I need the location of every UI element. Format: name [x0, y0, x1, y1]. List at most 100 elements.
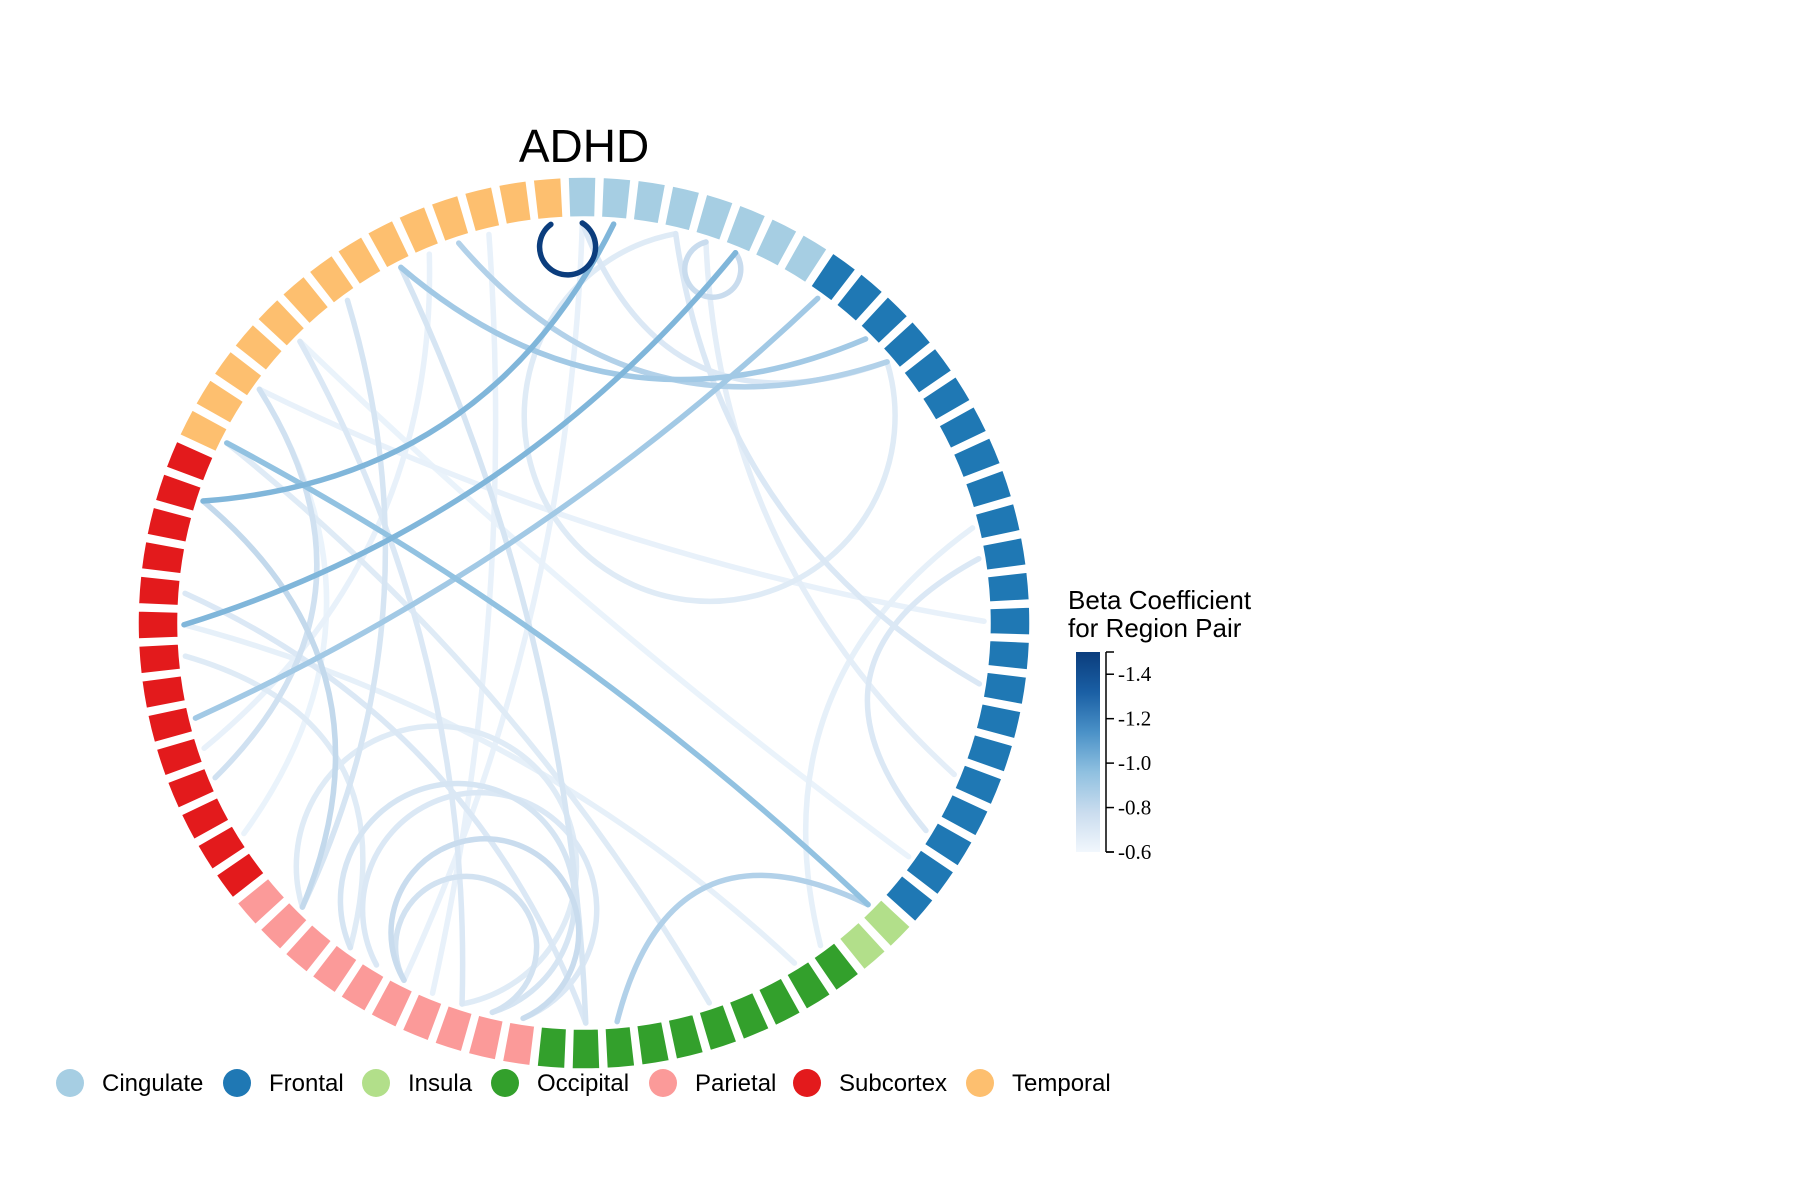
legend-swatch-occipital — [491, 1069, 519, 1097]
legend-swatch-temporal — [966, 1069, 994, 1097]
segment-temporal — [532, 176, 564, 221]
legend-label-parietal: Parietal — [695, 1070, 776, 1097]
connection-chord — [182, 653, 366, 951]
segment-frontal — [986, 639, 1031, 671]
segment-frontal — [952, 436, 1002, 479]
connection-layer — [181, 220, 987, 1026]
segment-cingulate — [600, 176, 632, 221]
segment-cingulate — [782, 233, 829, 284]
segment-subcortex — [155, 737, 204, 777]
segment-parietal — [501, 1021, 536, 1067]
segment-frontal — [904, 848, 956, 896]
segment-occipital — [635, 1020, 671, 1067]
segment-subcortex — [137, 575, 182, 607]
segment-cingulate — [567, 176, 597, 219]
segment-frontal — [981, 536, 1028, 572]
legend-swatch-subcortex — [793, 1069, 821, 1097]
segment-occipital — [785, 960, 832, 1011]
segment-temporal — [336, 235, 383, 286]
connection-chord — [200, 498, 339, 910]
legend-swatch-parietal — [649, 1069, 677, 1097]
connection-chord — [212, 386, 320, 781]
segment-frontal — [988, 606, 1031, 636]
segment-frontal — [939, 793, 990, 838]
segment-frontal — [884, 874, 935, 923]
connection-chord — [200, 221, 617, 504]
segment-occipital — [536, 1025, 568, 1070]
connection-chord — [429, 231, 499, 996]
legend-label-subcortex: Subcortex — [839, 1070, 947, 1097]
segment-subcortex — [165, 440, 215, 483]
segment-temporal — [366, 219, 411, 270]
segment-frontal — [965, 733, 1014, 774]
legend-swatch-insula — [362, 1069, 390, 1097]
segment-occipital — [604, 1025, 636, 1070]
segment-frontal — [986, 571, 1031, 603]
segment-cingulate — [754, 217, 799, 268]
segment-parietal — [339, 962, 386, 1013]
connection-chord — [297, 338, 912, 860]
legend-label-temporal: Temporal — [1012, 1070, 1111, 1097]
segment-subcortex — [154, 472, 203, 513]
segment-subcortex — [215, 851, 266, 899]
segment-frontal — [982, 671, 1028, 706]
colorbar-title-line-2: for Region Pair — [1068, 613, 1242, 643]
colorbar-tick-label: -1.4 — [1118, 662, 1152, 686]
connection-chord — [392, 873, 540, 1016]
connection-chord — [192, 295, 821, 721]
connection-chord — [181, 250, 739, 628]
segment-occipital — [667, 1013, 705, 1061]
colorbar-gradient — [1076, 652, 1100, 852]
segment-insula — [838, 921, 887, 971]
segment-frontal — [974, 502, 1022, 540]
segment-frontal — [835, 272, 884, 323]
connection-chord — [224, 440, 871, 908]
segment-subcortex — [140, 540, 186, 575]
segment-subcortex — [180, 796, 231, 841]
segment-frontal — [859, 295, 909, 345]
segment-frontal — [937, 405, 988, 450]
segment-cingulate — [663, 184, 701, 232]
connection-chord — [297, 338, 466, 1007]
segment-frontal — [953, 763, 1003, 806]
segment-frontal — [964, 469, 1013, 509]
segment-subcortex — [140, 674, 187, 710]
segment-parietal — [236, 877, 286, 926]
connection-chord — [256, 386, 987, 625]
segment-frontal — [975, 702, 1023, 740]
segment-cingulate — [694, 193, 735, 242]
segment-frontal — [921, 375, 972, 422]
segment-cingulate — [632, 179, 667, 225]
segment-frontal — [809, 251, 857, 303]
segment-occipital — [571, 1027, 601, 1070]
connection-chord — [299, 297, 389, 910]
segment-subcortex — [196, 824, 247, 871]
connection-chord — [181, 621, 798, 966]
segment-parietal — [433, 1004, 474, 1053]
segment-parietal — [259, 901, 309, 951]
connection-chord — [455, 240, 890, 390]
segment-cingulate — [724, 204, 767, 254]
segment-occipital — [698, 1003, 738, 1052]
segment-parietal — [467, 1014, 505, 1062]
connection-chord — [672, 230, 983, 687]
legend-label-frontal: Frontal — [269, 1070, 344, 1097]
segment-parietal — [311, 943, 359, 995]
segment-temporal — [463, 185, 501, 233]
colorbar-tick-label: -1.0 — [1118, 751, 1151, 775]
segment-subcortex — [146, 706, 194, 744]
segment-parietal — [369, 978, 414, 1029]
chart-title: ADHD — [519, 120, 649, 172]
segment-subcortex — [137, 610, 180, 640]
segment-insula — [862, 898, 912, 948]
segment-parietal — [401, 992, 444, 1042]
segment-parietal — [284, 923, 333, 974]
legend-swatch-frontal — [223, 1069, 251, 1097]
segment-subcortex — [137, 643, 182, 675]
segment-temporal — [256, 298, 306, 348]
segment-temporal — [281, 275, 330, 325]
connection-chord — [337, 780, 578, 1016]
segment-frontal — [923, 821, 974, 868]
connection-chord — [703, 239, 957, 778]
